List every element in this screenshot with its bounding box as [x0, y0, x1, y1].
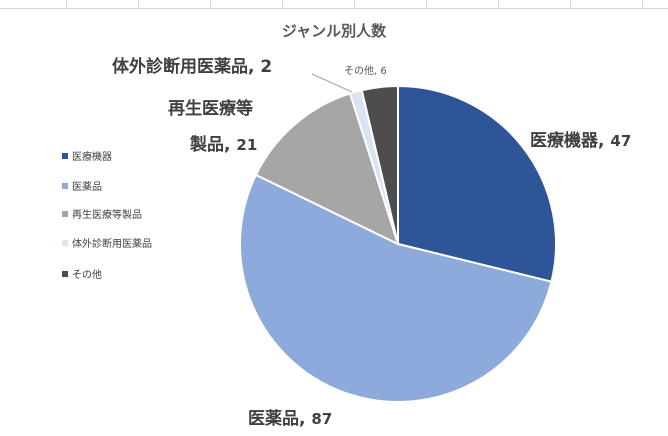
pie-slice-1	[397, 84, 557, 283]
pie-slice-5	[360, 84, 399, 245]
sheet-gridcol	[642, 0, 643, 8]
chart-title: ジャンル別人数	[282, 22, 387, 40]
legend-marker	[62, 153, 68, 159]
sheet-gridcol	[138, 0, 139, 8]
data-label-category: 製品, 21	[189, 134, 257, 155]
legend-marker	[62, 240, 68, 246]
data-label-value: 2	[260, 57, 272, 77]
legend-marker	[62, 271, 68, 277]
data-label-category: 医療機器, 47	[530, 130, 631, 151]
sheet-gridcol	[498, 0, 499, 8]
legend-item-label: 医薬品	[72, 181, 102, 193]
data-label-category: その他, 6	[344, 64, 387, 77]
data-label-value: 6	[380, 66, 386, 77]
pie-slices	[239, 84, 557, 403]
sheet-gridcol	[354, 0, 355, 8]
data-label-value: 47	[610, 132, 631, 150]
sheet-gridcol	[282, 0, 283, 8]
data-label-value: 87	[311, 410, 332, 428]
data-label-category: 体外診断用医薬品, 2	[112, 56, 272, 77]
leader-line	[311, 73, 353, 93]
legend-item-label: 体外診断用医薬品	[72, 237, 152, 250]
pie-slice-3	[254, 92, 400, 246]
legend-item-label: 医療機器	[72, 150, 112, 163]
legend-item-label: その他	[72, 268, 102, 281]
legend-item-label: 再生医療等製品	[72, 208, 142, 221]
data-label-category: 再生医療等	[168, 98, 253, 119]
sheet-gridline	[0, 0, 668, 9]
legend-marker	[62, 211, 68, 217]
sheet-gridcol	[426, 0, 427, 8]
pie-slice-2	[239, 173, 553, 403]
sheet-gridcol	[66, 0, 67, 8]
sheet-gridcol	[570, 0, 571, 8]
legend-marker	[62, 183, 68, 189]
data-label-category: 医薬品, 87	[248, 409, 332, 429]
sheet-gridcol	[210, 0, 211, 8]
data-label-value: 21	[236, 136, 257, 154]
data-labels: 医療機器, 47 医薬品, 87 再生医療等製品, 21 体外診断用医薬品, 2 その他…	[112, 56, 631, 429]
